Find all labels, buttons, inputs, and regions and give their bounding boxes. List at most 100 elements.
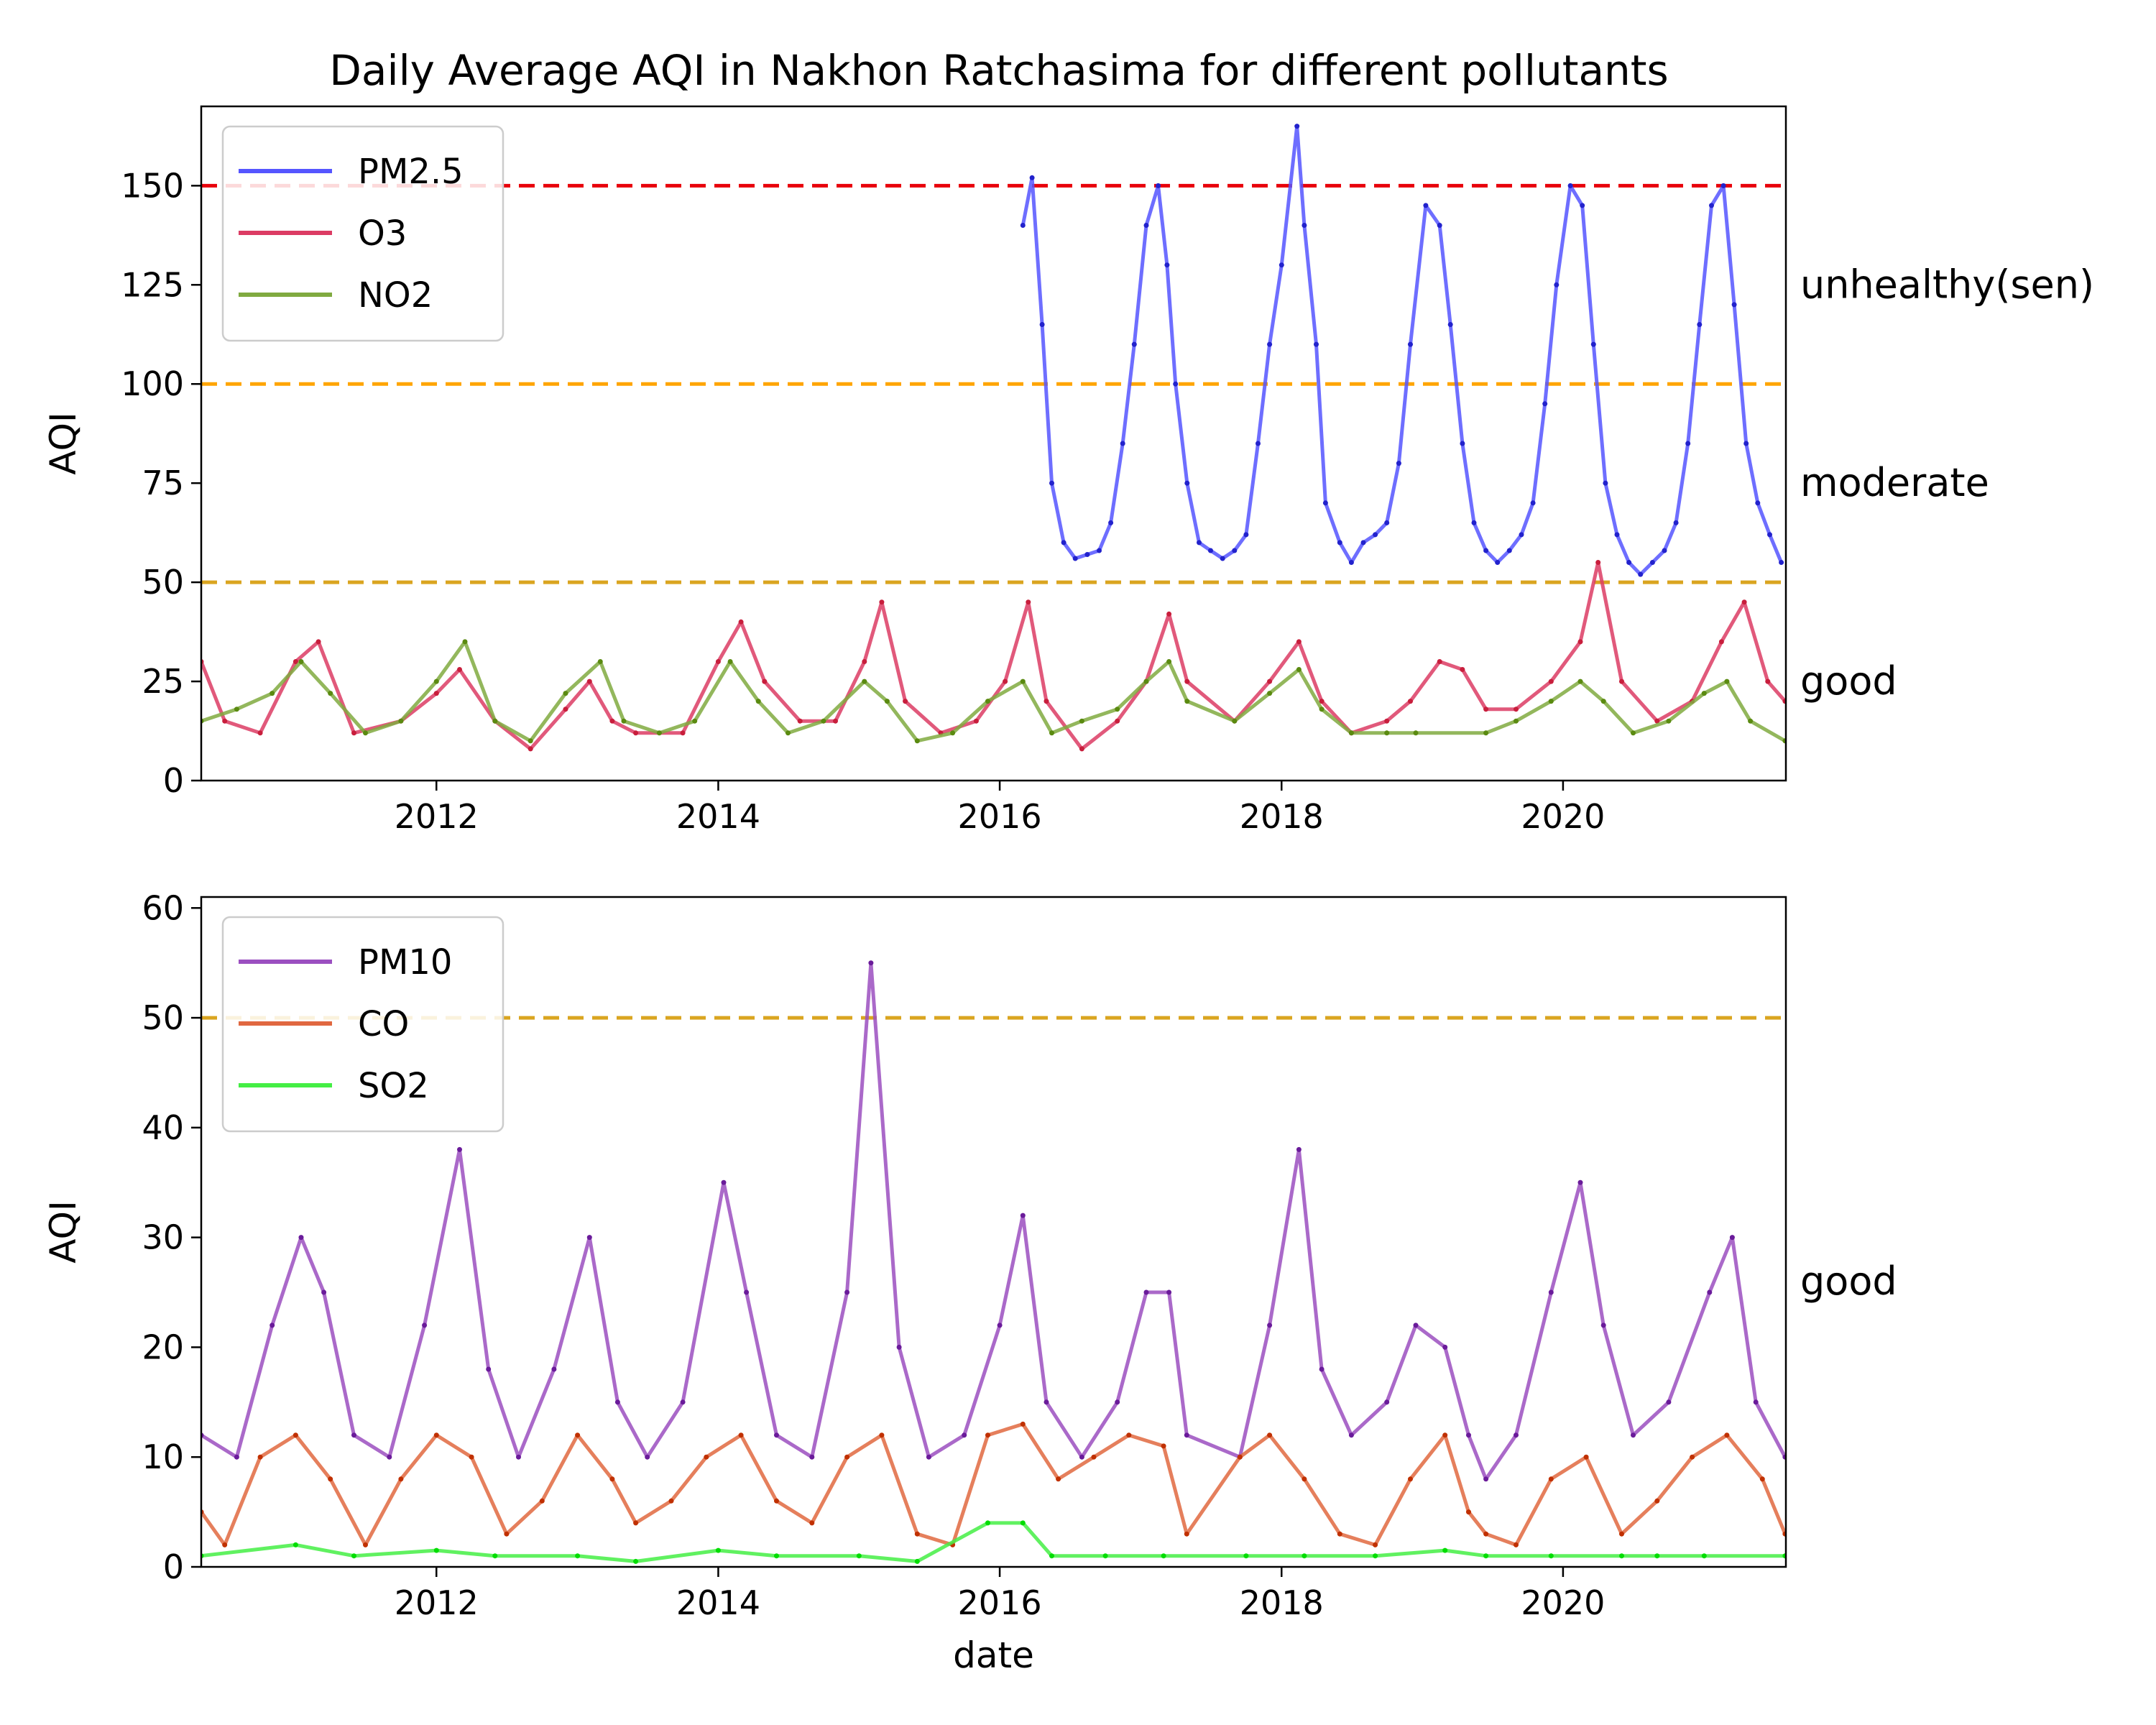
- bottom-x-axis-label: date: [953, 1634, 1034, 1676]
- top-point-pm25-9: [1120, 441, 1125, 446]
- bottom-point-so2-12: [1020, 1520, 1026, 1526]
- bottom-point-pm10-5: [351, 1432, 356, 1438]
- bottom-point-pm10-14: [645, 1454, 650, 1460]
- top-point-pm25-14: [1173, 381, 1179, 387]
- top-point-pm25-19: [1232, 548, 1238, 553]
- top-point-pm25-53: [1638, 571, 1644, 577]
- bottom-point-so2-21: [1548, 1553, 1554, 1559]
- top-point-o3-41: [1437, 659, 1442, 664]
- top-point-pm25-21: [1256, 441, 1261, 446]
- top-point-pm25-32: [1384, 520, 1390, 525]
- top-point-pm25-64: [1767, 532, 1772, 538]
- bottom-point-pm10-51: [1753, 1399, 1759, 1405]
- bottom-point-pm10-39: [1413, 1322, 1419, 1328]
- top-point-no2-1: [234, 707, 239, 712]
- top-point-o3-27: [1026, 599, 1031, 605]
- top-point-pm25-25: [1302, 223, 1307, 228]
- top-point-no2-17: [755, 699, 761, 704]
- bottom-point-so2-17: [1302, 1553, 1307, 1559]
- bottom-point-pm10-17: [744, 1289, 750, 1295]
- top-point-o3-16: [715, 659, 721, 664]
- bottom-point-pm10-4: [321, 1289, 327, 1295]
- top-xtick-label-2012: 2012: [395, 797, 479, 836]
- bottom-point-pm10-27: [1044, 1399, 1049, 1405]
- top-point-pm25-41: [1495, 560, 1501, 565]
- top-legend-label-pm25: PM2.5: [358, 152, 464, 192]
- top-point-pm25-13: [1164, 262, 1170, 268]
- top-point-o3-14: [633, 730, 639, 736]
- top-point-no2-6: [398, 718, 404, 724]
- top-point-no2-28: [1115, 707, 1120, 712]
- bottom-legend-label-so2: SO2: [358, 1066, 429, 1106]
- top-point-pm25-5: [1072, 556, 1078, 561]
- bottom-point-pm10-35: [1296, 1146, 1302, 1152]
- bottom-point-co-24: [1020, 1421, 1026, 1427]
- top-point-o3-36: [1296, 639, 1302, 645]
- top-point-o3-53: [1765, 678, 1771, 684]
- top-point-no2-18: [786, 730, 791, 736]
- top-ytick-label-100: 100: [121, 364, 184, 403]
- bottom-point-so2-20: [1483, 1553, 1489, 1559]
- bottom-point-so2-24: [1701, 1553, 1707, 1559]
- top-y-axis-label: AQI: [42, 412, 84, 474]
- top-point-no2-11: [563, 691, 568, 696]
- top-point-o3-44: [1514, 707, 1519, 712]
- top-point-no2-38: [1413, 730, 1419, 736]
- bottom-axes-frame: [200, 896, 1787, 1568]
- top-point-o3-4: [315, 639, 321, 645]
- top-point-no2-20: [862, 678, 867, 684]
- bottom-point-pm10-50: [1729, 1235, 1735, 1241]
- top-point-no2-46: [1701, 691, 1707, 696]
- top-point-o3-1: [222, 718, 228, 724]
- top-point-o3-10: [528, 746, 533, 752]
- bottom-point-so2-5: [575, 1553, 581, 1559]
- bottom-point-pm10-6: [387, 1454, 392, 1460]
- top-point-pm25-31: [1373, 532, 1378, 538]
- bottom-point-co-6: [398, 1476, 404, 1482]
- top-point-no2-5: [363, 730, 368, 736]
- top-point-o3-40: [1408, 699, 1413, 704]
- bottom-point-pm10-22: [896, 1344, 902, 1350]
- bottom-legend: [221, 916, 505, 1133]
- top-point-no2-29: [1143, 678, 1149, 684]
- top-panel: 2012 2014 2016 2018 2020 0 25 50 75 100 125 150 AQI u…: [42, 105, 2094, 836]
- top-point-o3-7: [433, 691, 439, 696]
- top-point-o3-11: [563, 707, 568, 712]
- bottom-xtick-label-2012: 2012: [395, 1583, 479, 1622]
- bottom-y-axis-label: AQI: [42, 1200, 84, 1263]
- bottom-point-co-18: [809, 1520, 815, 1526]
- bottom-point-co-34: [1373, 1542, 1378, 1547]
- top-point-o3-32: [1166, 611, 1172, 617]
- top-xtick-label-2020: 2020: [1521, 797, 1605, 836]
- top-point-no2-4: [328, 691, 333, 696]
- top-point-pm25-49: [1590, 341, 1596, 347]
- bottom-point-pm10-40: [1442, 1344, 1448, 1350]
- bottom-point-co-4: [328, 1476, 333, 1482]
- bottom-point-so2-22: [1619, 1553, 1624, 1559]
- bottom-point-co-16: [738, 1432, 744, 1438]
- top-point-pm25-36: [1437, 223, 1442, 228]
- bottom-point-pm10-16: [721, 1179, 727, 1185]
- bottom-point-so2-3: [433, 1547, 439, 1553]
- top-point-pm25-16: [1197, 540, 1202, 546]
- top-point-pm25-60: [1720, 183, 1726, 188]
- top-point-no2-43: [1600, 699, 1606, 704]
- bottom-point-so2-11: [985, 1520, 990, 1526]
- bottom-point-pm10-31: [1166, 1289, 1172, 1295]
- top-point-no2-24: [985, 699, 990, 704]
- bottom-point-pm10-41: [1466, 1432, 1471, 1438]
- bottom-point-co-44: [1690, 1454, 1695, 1460]
- top-point-no2-48: [1748, 718, 1754, 724]
- top-point-no2-22: [914, 738, 920, 744]
- bottom-point-pm10-49: [1707, 1289, 1713, 1295]
- bottom-point-co-19: [844, 1454, 850, 1460]
- top-point-pm25-22: [1267, 341, 1273, 347]
- bottom-point-pm10-47: [1631, 1432, 1636, 1438]
- top-point-pm25-58: [1697, 322, 1703, 327]
- top-point-pm25-61: [1731, 302, 1737, 308]
- bottom-point-pm10-20: [844, 1289, 850, 1295]
- top-band-label-unhealthy-sen: unhealthy(sen): [1800, 262, 2094, 307]
- top-point-no2-42: [1577, 678, 1583, 684]
- top-point-pm25-18: [1220, 556, 1225, 561]
- bottom-point-co-17: [774, 1498, 779, 1504]
